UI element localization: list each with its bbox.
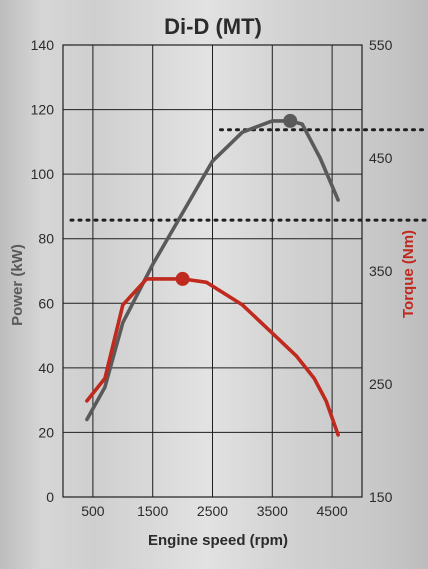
y-tick-right-label: 350: [369, 263, 393, 279]
y-tick-right-label: 450: [369, 150, 393, 166]
x-axis-ticks: 500 1500 2500 3500 4500: [81, 503, 348, 519]
torque-series-line: [85, 277, 340, 437]
plot-border: [62, 44, 363, 498]
y-tick-right-label: 550: [369, 37, 393, 53]
power-series-line: [85, 119, 340, 422]
y-tick-left-label: 60: [38, 295, 54, 311]
x-tick-label: 2500: [197, 503, 228, 519]
power-peak-marker: [283, 113, 298, 128]
y-tick-left-label: 40: [38, 360, 54, 376]
left-axis-ticks: 0 20 40 60 80 100 120 140: [31, 37, 55, 505]
y-tick-left-label: 80: [38, 231, 54, 247]
torque-peak-marker: [175, 271, 190, 286]
y-tick-right-label: 250: [369, 376, 393, 392]
y-tick-right-label: 150: [369, 489, 393, 505]
right-axis-ticks: 150 250 350 450 550: [369, 37, 393, 505]
grid: [63, 45, 362, 497]
series-group: [85, 113, 340, 437]
x-tick-label: 500: [81, 503, 105, 519]
chart-title: Di-D (MT): [164, 14, 262, 39]
y-axis-right-label: Torque (Nm): [400, 230, 417, 318]
y-tick-left-label: 120: [31, 102, 55, 118]
x-tick-label: 4500: [317, 503, 348, 519]
plot-frame: [62, 44, 363, 498]
y-tick-left-label: 100: [31, 166, 55, 182]
y-tick-left-label: 140: [31, 37, 55, 53]
reference-lines: [69, 128, 428, 222]
x-tick-label: 3500: [257, 503, 288, 519]
y-axis-left-label: Power (kW): [9, 244, 26, 326]
x-tick-label: 1500: [137, 503, 168, 519]
y-tick-left-label: 0: [46, 489, 54, 505]
y-tick-left-label: 20: [38, 424, 54, 440]
x-axis-label: Engine speed (rpm): [148, 532, 288, 549]
